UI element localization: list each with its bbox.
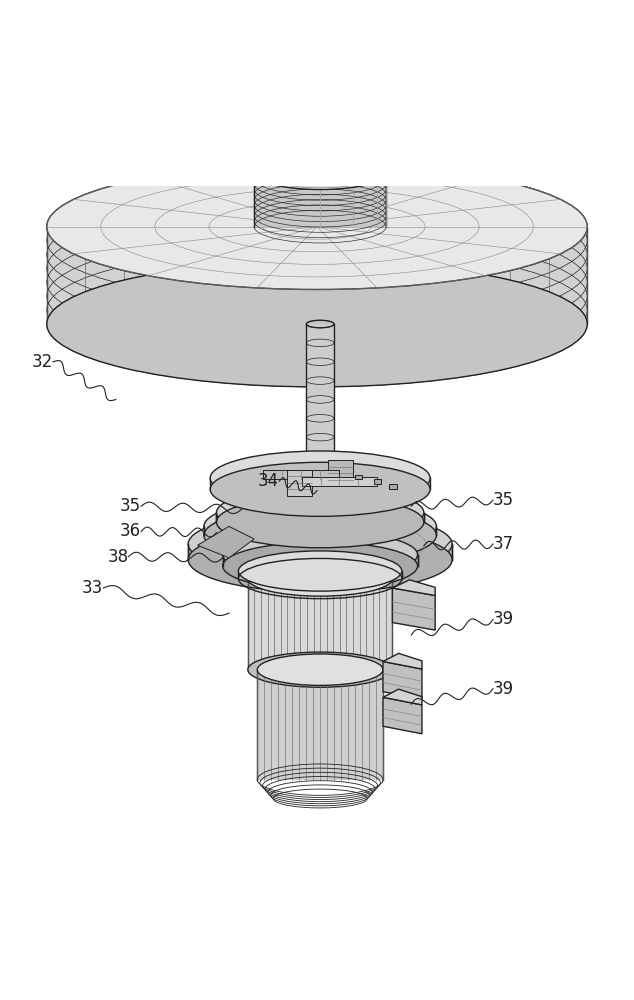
Ellipse shape	[296, 148, 344, 161]
Polygon shape	[306, 324, 334, 475]
Polygon shape	[383, 653, 422, 669]
Ellipse shape	[216, 487, 424, 538]
Polygon shape	[399, 130, 417, 154]
Polygon shape	[311, 73, 335, 87]
Ellipse shape	[188, 511, 452, 577]
Ellipse shape	[204, 506, 436, 564]
Polygon shape	[248, 579, 392, 670]
Ellipse shape	[216, 496, 424, 548]
Text: 36: 36	[120, 522, 141, 540]
Text: 35: 35	[120, 497, 141, 515]
Polygon shape	[47, 227, 587, 324]
Text: 33: 33	[82, 579, 103, 597]
Ellipse shape	[204, 497, 436, 555]
Polygon shape	[296, 154, 344, 173]
Ellipse shape	[188, 527, 452, 592]
Ellipse shape	[248, 561, 392, 596]
Ellipse shape	[238, 551, 402, 591]
Ellipse shape	[223, 542, 418, 590]
Text: 32: 32	[32, 353, 53, 371]
Text: 38: 38	[107, 548, 129, 566]
Ellipse shape	[210, 462, 430, 516]
Polygon shape	[263, 470, 339, 479]
Polygon shape	[223, 555, 418, 566]
Polygon shape	[216, 513, 424, 522]
Polygon shape	[210, 478, 430, 489]
Polygon shape	[328, 460, 354, 486]
Ellipse shape	[47, 261, 587, 387]
Polygon shape	[230, 130, 247, 154]
Polygon shape	[373, 479, 381, 484]
Text: 37: 37	[493, 535, 514, 553]
Polygon shape	[257, 670, 383, 780]
Ellipse shape	[248, 652, 392, 687]
Polygon shape	[254, 173, 386, 227]
Ellipse shape	[223, 531, 418, 579]
Polygon shape	[354, 475, 362, 479]
Polygon shape	[383, 689, 422, 705]
Polygon shape	[383, 662, 422, 699]
Polygon shape	[204, 526, 436, 535]
Ellipse shape	[210, 451, 430, 505]
Text: 39: 39	[493, 680, 514, 698]
Ellipse shape	[254, 157, 386, 190]
Polygon shape	[392, 580, 435, 596]
Polygon shape	[198, 526, 254, 558]
Polygon shape	[238, 571, 402, 579]
Text: 34: 34	[258, 472, 280, 490]
Polygon shape	[389, 484, 397, 489]
Polygon shape	[309, 145, 332, 154]
Polygon shape	[188, 544, 452, 560]
Text: 35: 35	[493, 491, 514, 509]
Ellipse shape	[257, 654, 383, 685]
Ellipse shape	[47, 164, 587, 289]
Text: 39: 39	[493, 610, 514, 628]
Polygon shape	[302, 477, 377, 486]
Polygon shape	[287, 470, 312, 496]
Polygon shape	[383, 697, 422, 734]
Ellipse shape	[309, 142, 332, 148]
Polygon shape	[392, 588, 435, 630]
